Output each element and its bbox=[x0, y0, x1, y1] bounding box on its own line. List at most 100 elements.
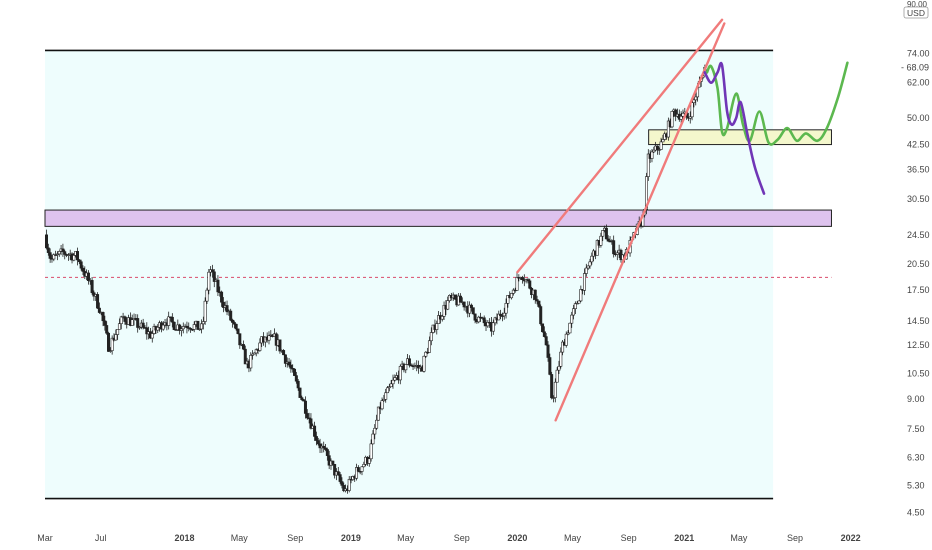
candle-body bbox=[220, 291, 224, 303]
candle-body bbox=[511, 289, 515, 294]
candle-body bbox=[582, 273, 586, 291]
candle-body bbox=[595, 240, 599, 256]
candle-body bbox=[526, 279, 530, 282]
candle-body bbox=[96, 294, 100, 309]
candle-body bbox=[539, 306, 543, 325]
candle-body bbox=[375, 419, 379, 429]
candle-body bbox=[373, 427, 377, 435]
candle-body bbox=[506, 295, 510, 304]
candle-body bbox=[437, 315, 441, 324]
trendline-1 bbox=[516, 18, 724, 274]
candle-body bbox=[537, 300, 541, 307]
currency-box bbox=[903, 6, 929, 19]
candle-body bbox=[338, 474, 342, 482]
range-fill bbox=[45, 50, 774, 499]
candle-body bbox=[462, 301, 466, 308]
y-tick-label: 12.50 bbox=[907, 340, 930, 350]
candle-body bbox=[422, 355, 426, 372]
x-tick-label: Sep bbox=[787, 533, 803, 543]
candle-body bbox=[510, 293, 514, 299]
candle-body bbox=[181, 326, 185, 330]
candle-body bbox=[254, 349, 258, 354]
candle-body bbox=[551, 397, 555, 399]
y-tick-label: 4.50 bbox=[907, 508, 925, 518]
candle-body bbox=[185, 325, 189, 328]
candle-body bbox=[44, 234, 48, 249]
y-tick-label: 7.50 bbox=[907, 424, 925, 434]
candle-body bbox=[119, 316, 123, 325]
candle-body bbox=[577, 300, 581, 304]
candle-body bbox=[655, 145, 659, 151]
candle-body bbox=[302, 399, 306, 402]
candle-body bbox=[258, 342, 262, 351]
candle-body bbox=[316, 440, 320, 445]
candle-body bbox=[586, 265, 590, 269]
candle-body bbox=[203, 300, 207, 322]
x-tick-label: 2018 bbox=[174, 533, 194, 543]
y-tick-label: 9.00 bbox=[907, 394, 925, 404]
candle-body bbox=[340, 481, 344, 486]
candle-body bbox=[376, 406, 380, 421]
candle-body bbox=[241, 344, 245, 350]
y-tick-label: 62.00 bbox=[907, 78, 930, 88]
candle-body bbox=[371, 433, 375, 445]
candle-body bbox=[458, 295, 462, 303]
candle-body bbox=[566, 332, 570, 335]
candle-body bbox=[398, 365, 402, 381]
y-axis-top-label: 90.00 bbox=[907, 0, 928, 9]
candle-body bbox=[386, 387, 390, 394]
candle-body bbox=[97, 307, 101, 313]
zones-layer bbox=[44, 49, 832, 500]
candle-body bbox=[289, 364, 293, 369]
trendline-2 bbox=[554, 22, 726, 422]
candle-body bbox=[251, 353, 255, 356]
green-projection-line bbox=[705, 61, 849, 146]
x-tick-label: May bbox=[730, 533, 748, 543]
candle-body bbox=[674, 109, 678, 117]
candle-body bbox=[468, 304, 472, 314]
candle-body bbox=[369, 443, 373, 460]
candle-body bbox=[283, 354, 287, 364]
candle-body bbox=[103, 320, 107, 326]
candle-body bbox=[546, 344, 550, 358]
candle-body bbox=[520, 277, 524, 281]
candle-body bbox=[167, 316, 171, 326]
candle-body bbox=[136, 318, 140, 328]
candle-body bbox=[694, 96, 698, 101]
candle-body bbox=[471, 307, 475, 315]
candle-body bbox=[548, 357, 552, 375]
candle-body bbox=[116, 329, 120, 335]
candle-body bbox=[327, 455, 331, 466]
candle-body bbox=[550, 374, 554, 399]
candle-body bbox=[243, 348, 247, 365]
x-tick-label: Jul bbox=[95, 533, 107, 543]
purple-zone bbox=[44, 209, 832, 227]
yellow-zone bbox=[648, 129, 832, 146]
candle-body bbox=[615, 252, 619, 255]
candle-body bbox=[309, 418, 313, 429]
candle-body bbox=[322, 445, 326, 449]
candle-body bbox=[77, 259, 81, 263]
candle-body bbox=[499, 313, 503, 317]
candle-body bbox=[293, 368, 297, 376]
candle-body bbox=[679, 115, 683, 120]
candle-body bbox=[692, 99, 696, 103]
candle-body bbox=[238, 333, 242, 346]
candle-body bbox=[314, 436, 318, 441]
candle-body bbox=[190, 329, 194, 331]
candle-body bbox=[367, 458, 371, 464]
candle-body bbox=[502, 312, 506, 317]
y-tick-label: 42.50 bbox=[907, 140, 930, 150]
candle-body bbox=[232, 322, 236, 325]
projections-layer bbox=[703, 61, 849, 195]
candle-body bbox=[657, 149, 661, 151]
candle-body bbox=[380, 400, 384, 410]
candle-body bbox=[568, 322, 572, 334]
y-tick-label: 14.50 bbox=[907, 316, 930, 326]
candle-body bbox=[231, 319, 235, 323]
candle-body bbox=[389, 383, 393, 388]
candle-body bbox=[331, 460, 335, 465]
candle-body bbox=[382, 399, 386, 401]
x-tick-label: 2019 bbox=[341, 533, 361, 543]
